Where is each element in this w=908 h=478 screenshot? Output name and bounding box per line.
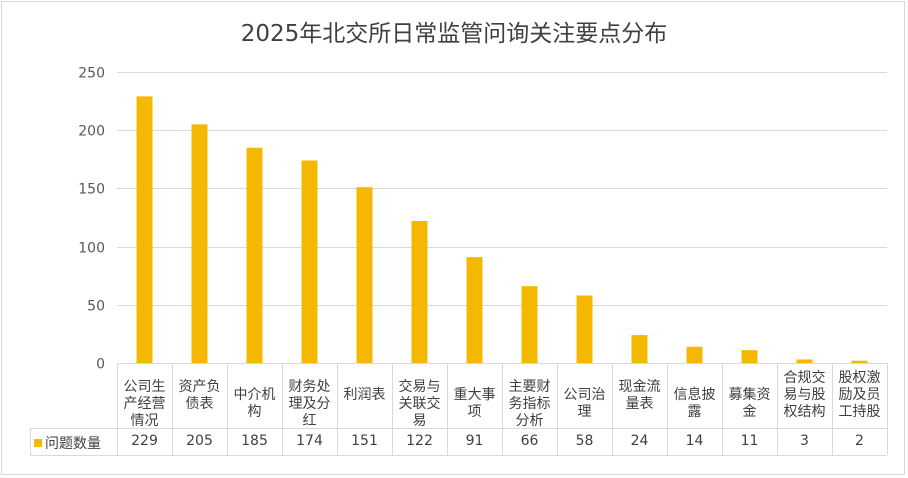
y-tick-label: 0 [96, 357, 105, 373]
data-table-value: 205 [186, 433, 213, 449]
x-category-label: 公司生产经营情况 [123, 379, 166, 429]
data-table-value: 3 [800, 433, 809, 449]
y-tick-label: 100 [78, 241, 105, 257]
x-category-label: 利润表 [343, 387, 386, 403]
bar [686, 346, 703, 363]
bar [796, 359, 813, 363]
bar [411, 221, 428, 363]
x-category-label: 股权激励及员工持股 [838, 370, 881, 420]
data-table-value: 66 [520, 433, 539, 449]
chart-title: 2025年北交所日常监管问询关注要点分布 [240, 21, 668, 47]
bar [631, 335, 648, 363]
bar [466, 257, 483, 363]
legend-label: 问题数量 [45, 436, 101, 452]
data-table-value: 151 [351, 433, 378, 449]
x-category-label: 交易与关联交易 [398, 379, 441, 429]
data-table-value: 2 [855, 433, 864, 449]
bar [136, 96, 153, 364]
data-table-value: 24 [630, 433, 649, 449]
x-category-label: 现金流量表 [618, 379, 661, 412]
x-category-label: 合规交易与股权结构 [783, 370, 826, 420]
data-table-value: 14 [685, 433, 704, 449]
data-table-value: 122 [406, 433, 433, 449]
bar [356, 187, 373, 363]
data-table-value: 58 [575, 433, 594, 449]
bar [191, 124, 208, 364]
bar [246, 147, 263, 363]
bar [521, 286, 538, 363]
legend-swatch [34, 439, 42, 447]
y-tick-label: 250 [78, 66, 105, 82]
bar [301, 160, 318, 363]
x-category-label: 财务处理及分红 [288, 379, 331, 429]
x-category-label: 公司治理 [563, 387, 606, 420]
x-category-label: 主要财务指标分析 [508, 379, 551, 429]
x-category-label: 重大事项 [453, 387, 496, 420]
x-category-label: 募集资金 [728, 387, 771, 420]
x-category-label: 资产负债表 [178, 379, 221, 412]
y-tick-label: 200 [78, 124, 105, 140]
y-tick-label: 50 [87, 299, 105, 315]
bar [851, 360, 868, 363]
legend: 问题数量 [34, 433, 101, 453]
data-table-value: 174 [296, 433, 323, 449]
bar [576, 295, 593, 363]
data-table-value: 229 [131, 433, 158, 449]
bar [741, 350, 758, 363]
y-tick-label: 150 [78, 182, 105, 198]
x-category-label: 中介机构 [233, 387, 276, 420]
data-table-value: 11 [740, 433, 759, 449]
data-table-value: 91 [465, 433, 484, 449]
x-category-label: 信息披露 [673, 387, 716, 420]
data-table-value: 185 [241, 433, 268, 449]
